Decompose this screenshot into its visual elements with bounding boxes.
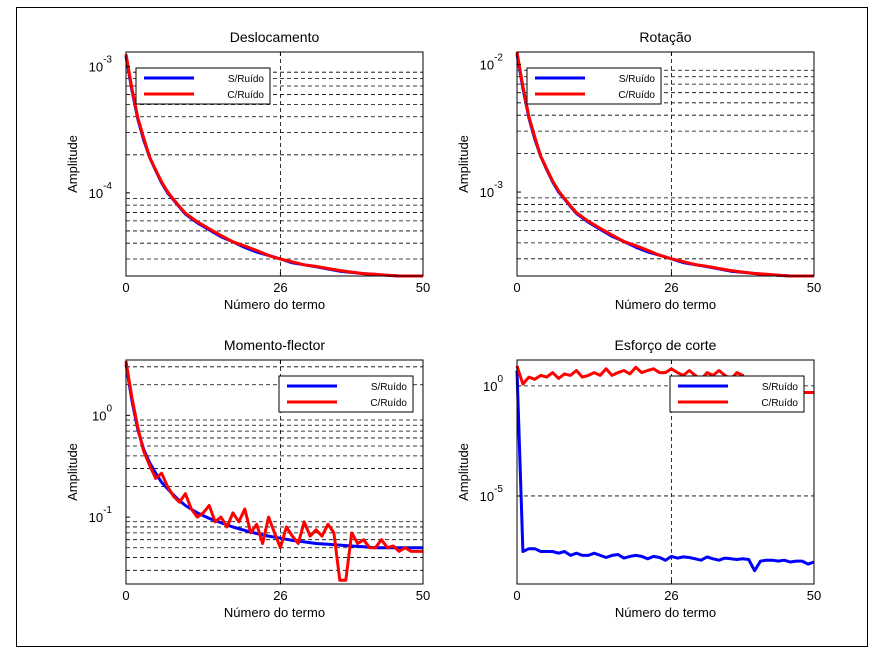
- legend-box: [135, 67, 271, 105]
- legend-entry: C/Ruído: [370, 398, 407, 409]
- legend-box: [526, 67, 662, 105]
- y-tick-label: 10-1: [89, 505, 113, 525]
- y-tick-exponent: -3: [494, 180, 503, 191]
- y-tick-exponent: -4: [103, 181, 112, 192]
- y-axis-label: Amplitude: [456, 135, 471, 193]
- x-tick-label: 50: [807, 280, 821, 295]
- axes-box: [125, 51, 424, 277]
- series-line-c-ruido: [124, 53, 423, 278]
- y-tick-base: 10: [92, 408, 106, 423]
- legend-entry: S/Ruído: [619, 74, 656, 85]
- y-tick-base: 10: [89, 186, 103, 201]
- y-axis-label: Amplitude: [65, 443, 80, 501]
- legend-entry: S/Ruído: [371, 382, 408, 393]
- x-tick-label: 26: [273, 588, 287, 603]
- x-tick-label: 26: [273, 280, 287, 295]
- x-axis-label: Número do termo: [615, 605, 716, 620]
- legend-entry: C/Ruído: [618, 90, 655, 101]
- y-tick-base: 10: [480, 185, 494, 200]
- y-tick-base: 10: [89, 510, 103, 525]
- y-axis-label: Amplitude: [65, 135, 80, 193]
- x-axis-label: Número do termo: [615, 297, 716, 312]
- subplot-title: Deslocamento: [230, 29, 320, 45]
- x-tick-label: 50: [807, 588, 821, 603]
- x-tick-label: 0: [513, 588, 520, 603]
- y-tick-exponent: -1: [103, 505, 112, 516]
- series-line-s-ruido: [124, 363, 423, 550]
- x-tick-label: 26: [664, 280, 678, 295]
- y-tick-base: 10: [89, 59, 103, 74]
- y-tick-exponent: 0: [497, 374, 503, 385]
- y-tick-exponent: -2: [494, 52, 503, 63]
- x-axis-label: Número do termo: [224, 605, 325, 620]
- series-line-c-ruido: [124, 361, 423, 582]
- y-tick-label: 100: [483, 374, 503, 394]
- legend: S/Ruído C/Ruído: [669, 375, 805, 413]
- x-tick-label: 0: [122, 280, 129, 295]
- subplot-title: Esforço de corte: [615, 337, 717, 353]
- legend-entry: S/Ruído: [762, 382, 799, 393]
- y-tick-exponent: -5: [494, 484, 503, 495]
- series-line-c-ruido: [515, 51, 814, 278]
- x-axis-label: Número do termo: [224, 297, 325, 312]
- y-axis-label: Amplitude: [456, 443, 471, 501]
- axes-box: [125, 359, 424, 585]
- y-tick-label: 10-4: [89, 181, 113, 201]
- y-tick-base: 10: [480, 489, 494, 504]
- y-tick-exponent: 0: [106, 403, 112, 414]
- x-tick-label: 50: [416, 588, 430, 603]
- figure-frame: [16, 7, 868, 647]
- y-tick-label: 10-5: [480, 484, 504, 504]
- subplot-title: Momento-flector: [224, 337, 325, 353]
- legend: S/Ruído C/Ruído: [278, 375, 414, 413]
- y-tick-label: 10-3: [89, 54, 113, 74]
- y-tick-label: 10-3: [480, 180, 504, 200]
- y-tick-label: 10-2: [480, 52, 504, 72]
- legend: S/Ruído C/Ruído: [135, 67, 271, 105]
- x-tick-label: 50: [416, 280, 430, 295]
- x-tick-label: 0: [513, 280, 520, 295]
- x-tick-label: 26: [664, 588, 678, 603]
- legend-box: [669, 375, 805, 413]
- legend-entry: C/Ruído: [227, 90, 264, 101]
- legend: S/Ruído C/Ruído: [526, 67, 662, 105]
- legend-box: [278, 375, 414, 413]
- y-tick-label: 100: [92, 403, 112, 423]
- y-tick-exponent: -3: [103, 54, 112, 65]
- axes-box: [516, 359, 815, 585]
- y-tick-base: 10: [483, 379, 497, 394]
- series-line-s-ruido: [515, 370, 815, 573]
- y-tick-base: 10: [480, 57, 494, 72]
- axes-box: [516, 51, 815, 277]
- legend-entry: S/Ruído: [228, 74, 265, 85]
- subplot-title: Rotação: [639, 29, 691, 45]
- legend-entry: C/Ruído: [761, 398, 798, 409]
- x-tick-label: 0: [122, 588, 129, 603]
